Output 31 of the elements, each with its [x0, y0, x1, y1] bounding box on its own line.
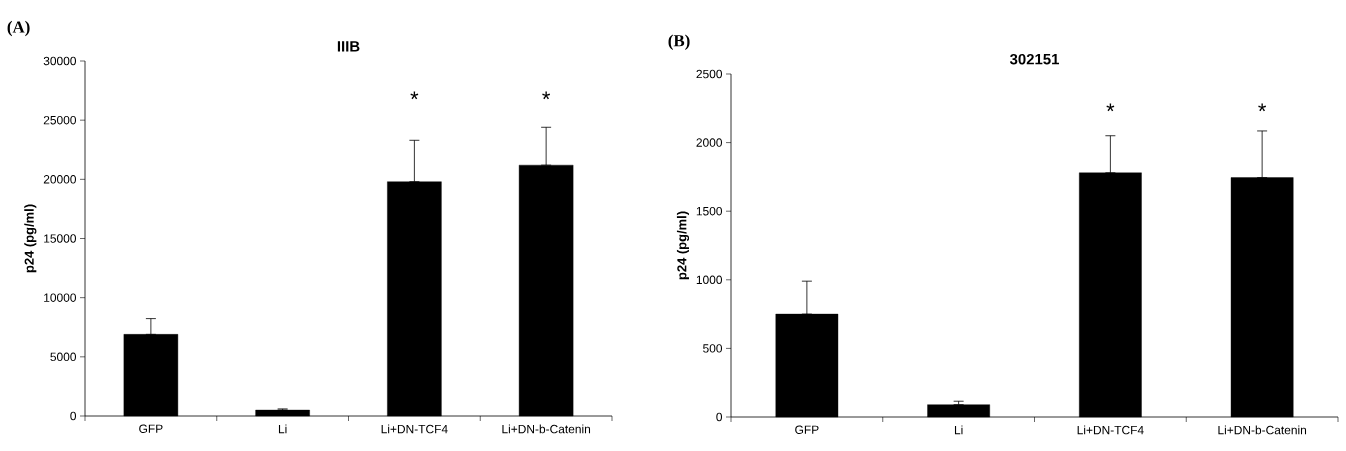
y-tick-label: 10000 — [44, 293, 77, 302]
annotation: * — [410, 91, 419, 100]
y-tick-label: 2000 — [696, 138, 723, 147]
x-tick-label: Li+DN-TCF4 — [381, 424, 448, 434]
y-tick-label: 0 — [716, 412, 723, 422]
y-tick-label: 1000 — [696, 275, 723, 285]
y-tick-label: 5000 — [50, 352, 77, 362]
x-tick-label: Li+DN-TCF4 — [1077, 425, 1144, 435]
y-tick-label: 0 — [70, 411, 77, 421]
x-tick-label: Li — [278, 424, 287, 434]
y-tick-label: 500 — [703, 344, 723, 353]
chart-title: 302151 — [1009, 53, 1060, 65]
y-axis-title: p24 (pg/ml) — [676, 211, 690, 280]
y-tick-label: 1500 — [696, 206, 723, 216]
y-tick-label: 30000 — [43, 56, 77, 66]
y-tick-label: 15000 — [44, 234, 77, 243]
x-tick-label: Li+DN-b-Catenin — [502, 424, 591, 434]
annotation: * — [542, 91, 551, 100]
annotation: * — [1106, 103, 1115, 112]
x-tick-label: GFP — [795, 425, 819, 434]
x-tick-label: Li — [954, 425, 963, 435]
x-tick-label: GFP — [139, 424, 163, 433]
y-tick-label: 20000 — [43, 175, 77, 184]
x-tick-label: Li+DN-b-Catenin — [1218, 425, 1307, 435]
y-tick-label: 2500 — [696, 69, 723, 79]
text: (B) — [668, 34, 690, 50]
text: (A) — [7, 20, 30, 37]
chart-title: IIIB — [337, 41, 360, 52]
y-tick-label: 25000 — [43, 115, 77, 125]
y-axis-title: p24 (pg/ml) — [24, 204, 37, 273]
annotation: * — [1258, 103, 1267, 112]
